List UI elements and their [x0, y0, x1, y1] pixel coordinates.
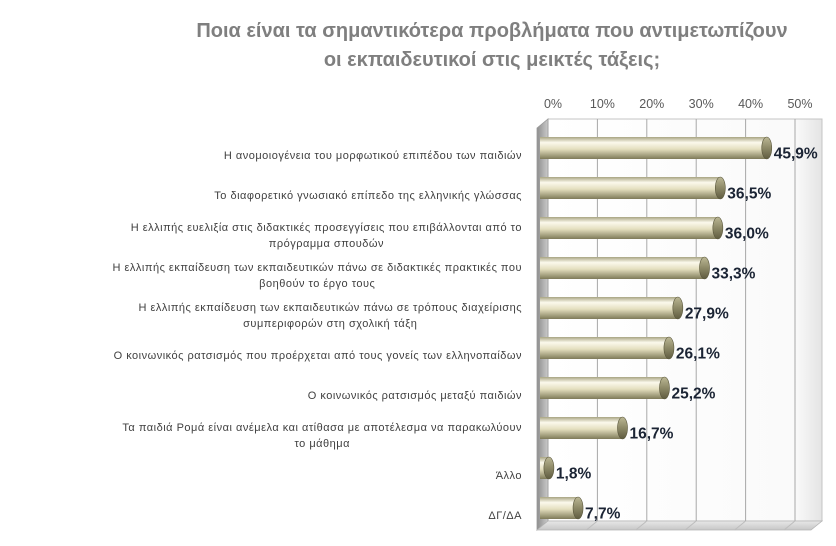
floor-gridline [684, 520, 697, 531]
category-label: Η ελλιπής ευελιξία στις διδακτικές προσε… [130, 222, 522, 250]
bar-end-cap-2 [715, 176, 726, 200]
chart-title: Ποια είναι τα σημαντικότερα προβλήματα π… [196, 20, 788, 71]
bar-5 [540, 297, 678, 319]
bar-8 [540, 417, 623, 439]
floor-gridline [734, 520, 746, 531]
bar-1 [540, 137, 767, 159]
bar-7 [540, 377, 665, 399]
data-label: 36,0% [725, 226, 769, 243]
bar-end-cap-8 [617, 416, 628, 440]
category-label: Το διαφορετικό γνωσιακό επίπεδο της ελλη… [214, 190, 522, 202]
x-tick-label: 30% [689, 97, 714, 111]
floor-gridline [586, 520, 598, 531]
x-tick-label: 0% [544, 97, 562, 111]
plot-floor [535, 520, 824, 531]
data-label: 27,9% [685, 306, 729, 323]
bar-end-cap-5 [672, 296, 684, 320]
floor-gridline [635, 520, 648, 531]
data-label: 26,1% [676, 346, 720, 363]
data-label: 1,8% [556, 466, 592, 483]
bar-6 [540, 337, 669, 359]
bar-3 [540, 217, 718, 239]
category-label: Τα παιδιά Ρομά είναι ανέμελα και ατίθασα… [122, 422, 522, 450]
x-tick-label: 10% [590, 97, 615, 111]
category-label: Ο κοινωνικός ρατσισμός που προέρχεται απ… [113, 350, 522, 362]
gridlines [586, 119, 796, 531]
bar-end-cap-1 [761, 136, 773, 160]
data-label: 25,2% [671, 386, 715, 403]
bar-end-cap-3 [712, 216, 724, 240]
category-label: Ο κοινωνικός ρατσισμός μεταξύ παιδιών [307, 390, 522, 402]
bar-end-cap-9 [543, 456, 555, 480]
category-label: Η ελλιπής εκπαίδευση των εκπαιδευτικών π… [112, 262, 522, 290]
bar-10 [540, 497, 579, 519]
category-label: Η ανομοιογένεια του μορφωτικού επιπέδου … [223, 150, 522, 162]
floor-gridline [783, 520, 796, 531]
x-axis-ticks: 0% 10% 20% 30% 40% 50% [544, 97, 813, 111]
x-tick-label: 40% [738, 97, 763, 111]
bar-2 [540, 177, 721, 199]
bar-end-cap-6 [663, 336, 675, 360]
category-label: Άλλο [495, 470, 522, 482]
bars: 45,9% 36,5% 36,0% 33,3% 27,9% 26,1% 25,2% 16,7%… [540, 136, 818, 523]
bar-end-cap-10 [572, 496, 584, 520]
data-label: 16,7% [629, 426, 673, 443]
bar-end-cap-7 [659, 376, 670, 400]
bar-4 [540, 257, 705, 279]
category-label: ΔΓ/ΔΑ [488, 510, 522, 522]
data-label: 36,5% [727, 186, 771, 203]
bar-end-cap-4 [699, 256, 710, 280]
x-tick-label: 20% [639, 97, 664, 111]
data-label: 45,9% [774, 146, 818, 163]
data-label: 7,7% [585, 506, 621, 523]
category-label: Η ελλιπής εκπαίδευση των εκπαιδευτικών π… [138, 302, 522, 330]
x-tick-label: 50% [787, 97, 812, 111]
data-label: 33,3% [712, 266, 756, 283]
